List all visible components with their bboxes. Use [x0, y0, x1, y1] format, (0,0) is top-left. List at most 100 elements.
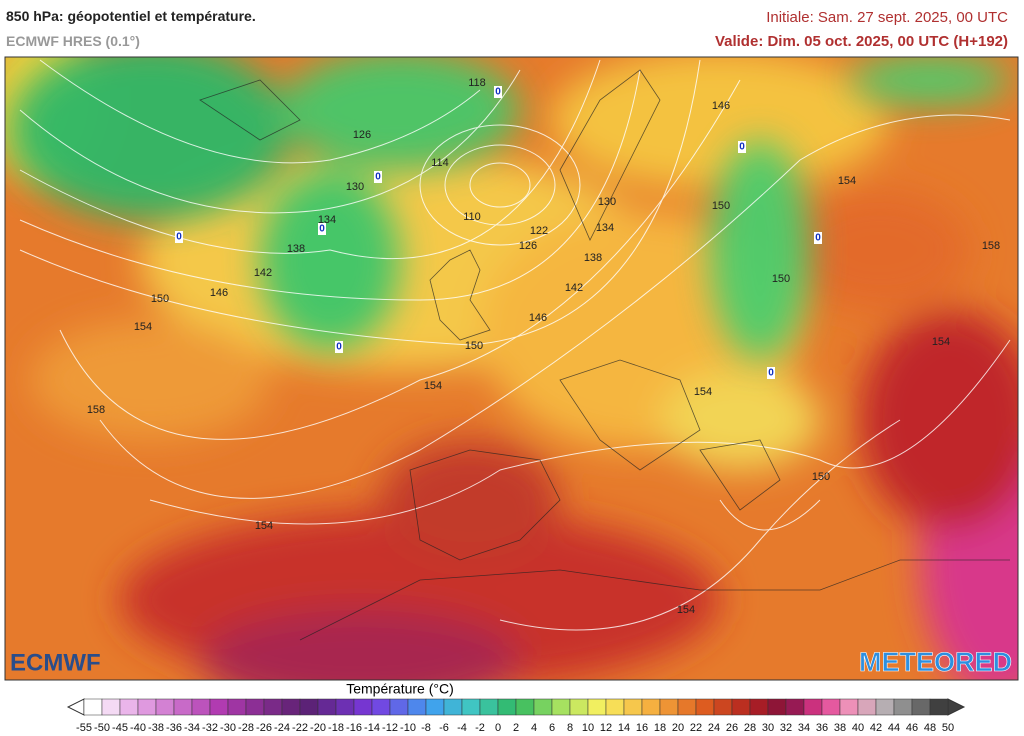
colorbar-box	[641, 698, 661, 716]
colorbar-box	[569, 698, 589, 716]
isotherm-label-box	[318, 223, 326, 235]
colorbar-box	[857, 698, 877, 716]
colorbar-box	[713, 698, 733, 716]
contours	[19, 59, 1011, 631]
colorbar-tick-label: -55	[76, 722, 92, 734]
colorbar-box	[497, 698, 517, 716]
colorbar-arrow-right	[947, 698, 966, 716]
contour-label: 134	[596, 222, 614, 234]
colorbar-box	[83, 698, 103, 716]
colorbar-tick-label: 32	[780, 722, 792, 734]
colorbar-tick-label: -28	[238, 722, 254, 734]
contour-label: 126	[353, 129, 371, 141]
colorbar-box	[875, 698, 895, 716]
colorbar-tick-label: -45	[112, 722, 128, 734]
colorbar-box	[479, 698, 499, 716]
map-frame	[4, 56, 1019, 681]
contour-label: 130	[598, 196, 616, 208]
contour-label: 122	[530, 225, 548, 237]
contour-label: 150	[812, 471, 830, 483]
contour-label: 154	[694, 386, 712, 398]
colorbar-box	[425, 698, 445, 716]
colorbar-tick-label: -2	[475, 722, 485, 734]
isotherm-label: 0	[815, 233, 821, 244]
colorbar-tick-label: -24	[274, 722, 290, 734]
contour-label: 154	[255, 520, 273, 532]
colorbar-tick-label: 16	[636, 722, 648, 734]
contour-label: 114	[431, 157, 449, 169]
colorbar-tick-label: 38	[834, 722, 846, 734]
colorbar-tick-label: -36	[166, 722, 182, 734]
colorbar-box	[785, 698, 805, 716]
isotherm-label: 0	[739, 142, 745, 153]
colorbar-box	[263, 698, 283, 716]
coastlines	[199, 69, 1010, 641]
colorbar-box	[191, 698, 211, 716]
contour-label: 110	[463, 211, 481, 223]
colorbar-tick-label: 36	[816, 722, 828, 734]
colorbar-box	[371, 698, 391, 716]
isotherm-label: 0	[495, 87, 501, 98]
contour-label: 142	[254, 267, 272, 279]
colorbar-tick-label: 48	[924, 722, 936, 734]
colorbar-box	[767, 698, 787, 716]
colorbar-tick-label: -22	[292, 722, 308, 734]
colorbar-box	[443, 698, 463, 716]
map-title: 850 hPa: géopotentiel et température.	[6, 8, 256, 24]
contour-label: 154	[677, 604, 695, 616]
colorbar-tick-label: -6	[439, 722, 449, 734]
colorbar-tick-label: -4	[457, 722, 467, 734]
isotherm-label: 0	[176, 232, 182, 243]
colorbar-tick-label: -32	[202, 722, 218, 734]
colorbar-tick-label: 28	[744, 722, 756, 734]
temperature-field	[5, 57, 1018, 680]
colorbar-tick-label: 18	[654, 722, 666, 734]
colorbar-tick-label: 10	[582, 722, 594, 734]
colorbar-tick-label: 4	[531, 722, 537, 734]
contour-label: 150	[465, 340, 483, 352]
colorbar-tick-label: 6	[549, 722, 555, 734]
colorbar-tick-label: -16	[346, 722, 362, 734]
colorbar-tick-label: 12	[600, 722, 612, 734]
colorbar-tick-label: -26	[256, 722, 272, 734]
colorbar-box	[623, 698, 643, 716]
contour-label: 142	[565, 282, 583, 294]
colorbar-box	[839, 698, 859, 716]
isotherm-label: 0	[375, 172, 381, 183]
valid-time: Valide: Dim. 05 oct. 2025, 00 UTC (H+192…	[714, 33, 1008, 50]
contour-label: 154	[838, 175, 856, 187]
colorbar-box	[803, 698, 823, 716]
colorbar-box	[209, 698, 229, 716]
colorbar-tick-label: 50	[942, 722, 954, 734]
colorbar-box	[587, 698, 607, 716]
colorbar-box	[281, 698, 301, 716]
colorbar-box	[605, 698, 625, 716]
colorbar-tick-label: 46	[906, 722, 918, 734]
contour-label: 134	[318, 214, 336, 226]
colorbar-tick-label: 8	[567, 722, 573, 734]
colorbar-tick-label: -50	[94, 722, 110, 734]
isotherm-label: 0	[336, 342, 342, 353]
colorbar-tick-label: 24	[708, 722, 720, 734]
colorbar-box	[533, 698, 553, 716]
colorbar-box	[101, 698, 121, 716]
colorbar-tick-label: 44	[888, 722, 900, 734]
isotherm-label-box	[738, 141, 746, 153]
colorbar-arrow-left	[66, 698, 85, 716]
colorbar-tick-label: -14	[364, 722, 380, 734]
colorbar-tick-label: 42	[870, 722, 882, 734]
colorbar-tick-label: 26	[726, 722, 738, 734]
contour-label: 158	[982, 240, 1000, 252]
contour-label: 154	[134, 321, 152, 333]
colorbar-box	[173, 698, 193, 716]
colorbar-box	[515, 698, 535, 716]
colorbar-box	[551, 698, 571, 716]
colorbar-tick-label: -40	[130, 722, 146, 734]
colorbar-box	[677, 698, 697, 716]
contour-label: 150	[712, 200, 730, 212]
colorbar-tick-label: 20	[672, 722, 684, 734]
contour-label: 154	[424, 380, 442, 392]
contour-label: 126	[519, 240, 537, 252]
colorbar-tick-label: 40	[852, 722, 864, 734]
